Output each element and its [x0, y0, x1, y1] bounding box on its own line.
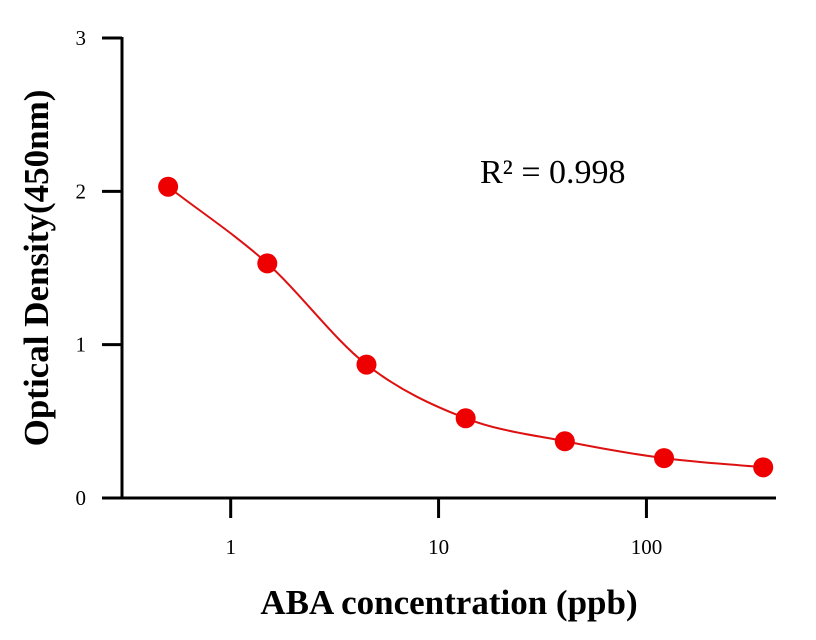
x-axis-title: ABA concentration (ppb)	[260, 583, 637, 622]
y-tick-label: 1	[76, 333, 87, 357]
y-tick-label: 0	[76, 486, 87, 510]
r-squared-annotation: R² = 0.998	[480, 154, 626, 191]
data-point	[654, 448, 675, 469]
y-tick-label: 2	[76, 179, 87, 203]
data-point	[158, 176, 179, 197]
x-tick-label: 10	[428, 535, 449, 559]
data-point	[455, 408, 476, 429]
ticks: 0 1 2 3 1 10 100	[76, 26, 663, 559]
data-point	[554, 431, 575, 452]
x-tick-label: 100	[631, 535, 663, 559]
y-axis-title: Optical Density(450nm)	[17, 90, 56, 447]
points-layer	[158, 176, 774, 478]
data-point	[257, 253, 278, 274]
y-tick-label: 3	[76, 26, 87, 50]
x-tick-label: 1	[225, 535, 236, 559]
axes	[120, 37, 776, 500]
data-point	[356, 354, 377, 375]
data-point	[753, 457, 774, 478]
